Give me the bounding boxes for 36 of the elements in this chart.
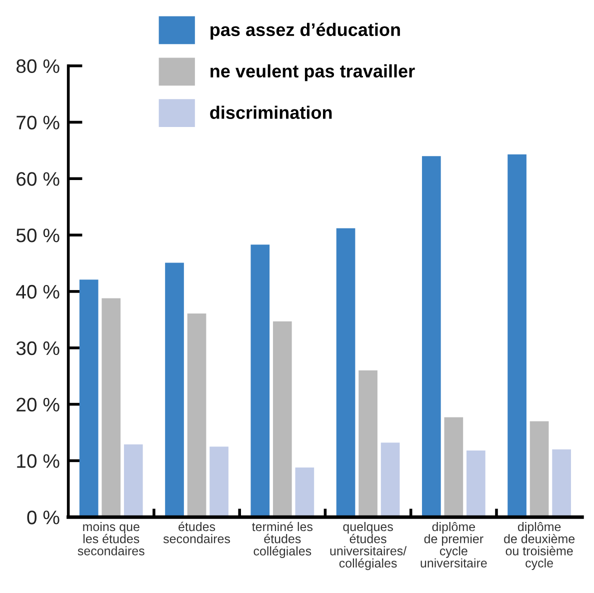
bar [210, 446, 228, 518]
bar [358, 370, 378, 518]
bar [187, 313, 206, 518]
bar [272, 321, 292, 518]
x-tick-label: diplôme de deuxième ou troisième cycle [504, 522, 575, 570]
bar [508, 154, 526, 518]
legend-label: ne veulent pas travailler [210, 64, 415, 82]
bar [79, 280, 98, 518]
bar [422, 156, 441, 518]
bar [165, 262, 184, 518]
y-tick-label: 10 % [17, 454, 60, 468]
y-tick-label: 60 % [16, 172, 60, 186]
y-tick-label: 50 % [16, 228, 60, 242]
y-tick-label: 80 % [16, 59, 60, 74]
y-tick-label: 20 % [16, 398, 60, 412]
y-tick-label: 40 % [16, 284, 60, 299]
legend-label: discrimination [210, 106, 332, 119]
x-tick-label: moins que les études secondaires [78, 522, 144, 556]
bar [466, 450, 486, 518]
bar [250, 244, 270, 518]
bar [102, 298, 121, 518]
bar [444, 417, 464, 518]
y-tick-label: 70 % [16, 116, 60, 130]
y-tick-label: 30 % [16, 341, 60, 356]
x-tick-label: diplôme de premier cycle universitaire [420, 522, 487, 568]
y-tick-label: 0 % [27, 510, 60, 524]
bar [295, 467, 314, 518]
legend-label: pas assez d’éducation [210, 22, 400, 40]
bar [380, 442, 400, 518]
x-tick-label: quelques études universitaires/ collégiales [330, 522, 407, 570]
bar [530, 421, 549, 518]
x-tick-label: études secondaires [163, 522, 230, 544]
bar [124, 444, 143, 518]
bar [552, 449, 571, 518]
bar [336, 228, 356, 518]
x-tick-label: terminé les études collégiales [252, 522, 313, 558]
